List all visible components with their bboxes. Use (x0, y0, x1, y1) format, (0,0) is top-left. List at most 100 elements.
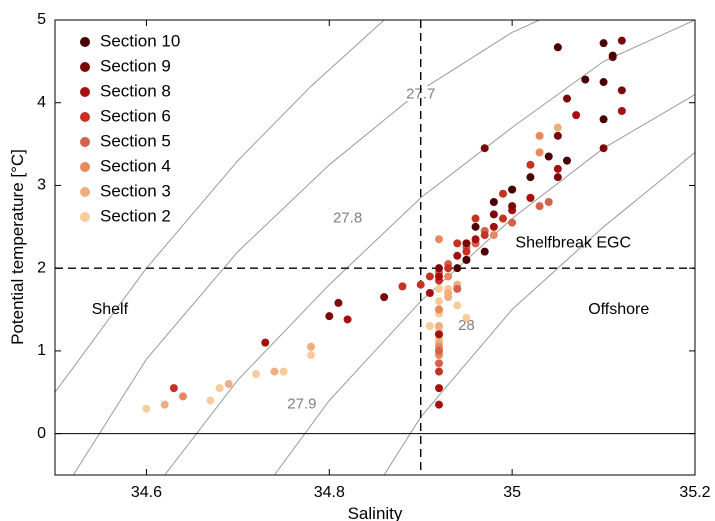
region-labels: Shelf Shelfbreak EGC Offshore (92, 235, 650, 318)
data-point (489, 222, 498, 231)
data-point (435, 305, 443, 314)
data-point (553, 43, 562, 52)
x-tick-label: 34.8 (314, 484, 345, 501)
data-point (480, 231, 489, 240)
data-point (563, 94, 571, 103)
plot-frame (54, 19, 696, 476)
data-point (553, 164, 562, 173)
data-point (471, 222, 480, 231)
x-tick-label: 34.6 (131, 484, 162, 501)
reference-lines (55, 20, 695, 475)
data-point (343, 315, 352, 324)
data-point (553, 173, 562, 182)
data-point (307, 342, 315, 351)
data-point (462, 313, 471, 322)
region-label: Shelfbreak EGC (515, 235, 631, 252)
legend-label: Section 8 (100, 81, 171, 100)
data-point (499, 189, 507, 198)
data-point (224, 380, 233, 388)
data-point (398, 282, 407, 291)
data-point (435, 346, 443, 355)
region-label: Shelf (92, 301, 129, 318)
contour-line-4 (383, 152, 695, 475)
legend-label: Section 3 (100, 181, 171, 200)
y-tick-label: 1 (37, 342, 46, 359)
data-point (160, 400, 169, 409)
data-point (480, 144, 489, 153)
data-point (435, 359, 443, 368)
x-tick-label: 35 (503, 484, 521, 501)
data-point (261, 338, 270, 347)
contour-label: 28 (458, 317, 475, 334)
data-point (489, 210, 498, 219)
data-point (581, 75, 590, 84)
contour-line-0 (55, 20, 385, 393)
data-point (544, 198, 553, 206)
data-point (435, 297, 443, 306)
x-axis-ticks: 34.6 34.8 35 35.2 (131, 20, 711, 501)
data-point (489, 198, 498, 206)
data-point (435, 264, 443, 273)
data-point (425, 272, 434, 281)
y-axis-label: Potential temperature [°C] (8, 149, 27, 345)
data-point (462, 247, 471, 256)
data-point (535, 131, 544, 140)
data-point (444, 272, 453, 281)
data-point (215, 384, 224, 393)
legend-marker (80, 37, 90, 47)
data-point (526, 193, 535, 202)
data-point (206, 396, 215, 405)
data-point (563, 156, 571, 165)
legend-label: Section 6 (100, 106, 171, 125)
data-point (544, 152, 553, 161)
legend-marker (80, 187, 90, 197)
data-point (453, 284, 462, 293)
legend-label: Section 9 (100, 56, 171, 75)
legend-marker (80, 87, 90, 97)
data-point (435, 235, 443, 244)
contour-label: 27.7 (406, 85, 435, 102)
legend-label: Section 10 (100, 31, 180, 50)
contour-label: 27.8 (333, 210, 362, 227)
data-point (599, 39, 608, 48)
data-point (471, 235, 480, 244)
data-point (334, 298, 343, 307)
data-point (599, 115, 608, 124)
legend-label: Section 5 (100, 131, 171, 150)
legend-marker (80, 137, 90, 147)
y-tick-label: 0 (37, 425, 46, 442)
data-point (444, 264, 453, 273)
data-point (499, 214, 507, 223)
y-tick-label: 3 (37, 177, 46, 194)
data-point (142, 404, 151, 413)
data-point (617, 86, 626, 95)
data-point (508, 202, 517, 211)
data-points (142, 36, 626, 413)
data-point (453, 264, 462, 273)
data-point (535, 202, 544, 211)
data-point (325, 312, 334, 321)
data-point (270, 367, 279, 376)
density-contours (55, 20, 695, 475)
data-point (480, 247, 489, 256)
data-point (179, 392, 187, 401)
data-point (489, 231, 498, 240)
data-point (535, 148, 544, 157)
legend-marker (80, 212, 90, 222)
legend-marker (80, 62, 90, 72)
data-point (380, 293, 389, 302)
data-point (453, 301, 462, 310)
data-point (553, 123, 562, 132)
data-point (462, 255, 471, 264)
y-tick-label: 5 (37, 11, 46, 28)
data-point (444, 289, 453, 297)
data-point (453, 251, 462, 260)
data-point (425, 289, 434, 297)
x-tick-label: 35.2 (679, 484, 710, 501)
data-point (435, 272, 443, 281)
data-point (307, 351, 315, 360)
data-point (425, 322, 434, 331)
contour-line-2 (164, 20, 695, 475)
legend: Section 10 Section 9 Section 8 Section 6 Sec… (80, 31, 180, 225)
